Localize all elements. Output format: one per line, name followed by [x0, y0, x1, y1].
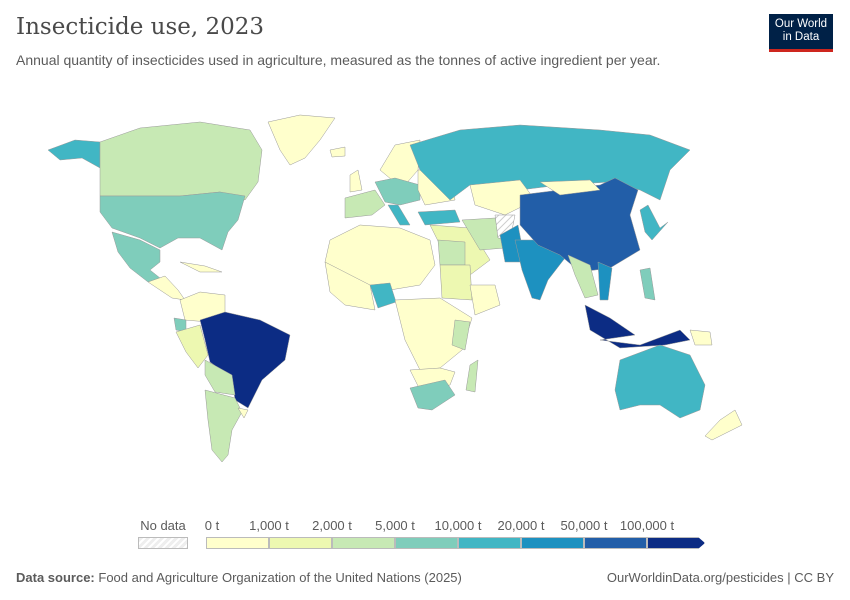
country-philippines[interactable]	[639, 267, 656, 301]
data-source-label: Data source:	[16, 570, 95, 585]
country-vietnam[interactable]	[597, 261, 613, 301]
country-central-america[interactable]	[147, 275, 186, 301]
country-central-africa[interactable]	[394, 297, 473, 371]
legend-bin[interactable]	[584, 537, 647, 549]
country-peru[interactable]	[175, 324, 209, 369]
country-alaska[interactable]	[47, 139, 101, 169]
country-italy[interactable]	[387, 204, 411, 226]
country-australia[interactable]	[614, 344, 706, 419]
chart-subtitle: Annual quantity of insecticides used in …	[16, 52, 661, 68]
legend-tick-label: 10,000 t	[434, 518, 482, 533]
country-madagascar[interactable]	[465, 359, 479, 393]
country-usa[interactable]	[99, 191, 246, 251]
country-indonesia[interactable]	[584, 304, 691, 349]
country-uk[interactable]	[349, 169, 363, 193]
legend-bin[interactable]	[647, 537, 705, 549]
country-sudan[interactable]	[439, 264, 473, 301]
country-france-spain[interactable]	[344, 189, 386, 219]
country-argentina-chile[interactable]	[204, 389, 243, 463]
legend-no-data-label: No data	[140, 518, 186, 533]
world-map[interactable]	[0, 105, 850, 475]
legend-bin[interactable]	[206, 537, 269, 549]
legend-bin[interactable]	[332, 537, 395, 549]
country-new-zealand[interactable]	[704, 409, 743, 441]
map-legend: No data 0 t 1,000 t 2,000 t 5,000 t 10,000 t…	[130, 516, 730, 556]
country-east-africa[interactable]	[451, 319, 471, 351]
country-south-africa[interactable]	[409, 379, 456, 411]
legend-tick-label: 0 t	[204, 518, 220, 533]
country-west-africa[interactable]	[324, 261, 376, 311]
legend-bin[interactable]	[395, 537, 458, 549]
country-greenland[interactable]	[267, 114, 336, 166]
country-se-asia[interactable]	[567, 254, 599, 299]
country-brazil[interactable]	[199, 311, 291, 409]
legend-tick-label: 20,000 t	[497, 518, 545, 533]
country-bolivia-paraguay[interactable]	[204, 359, 236, 396]
legend-tick-label: 50,000 t	[560, 518, 608, 533]
country-png[interactable]	[689, 329, 713, 346]
legend-bin[interactable]	[269, 537, 332, 549]
legend-bin[interactable]	[521, 537, 584, 549]
country-caribbean[interactable]	[179, 261, 223, 273]
data-source-text: Food and Agriculture Organization of the…	[98, 570, 462, 585]
legend-bin[interactable]	[458, 537, 521, 549]
country-egypt[interactable]	[437, 239, 466, 266]
country-ethiopia[interactable]	[469, 284, 501, 316]
country-turkey[interactable]	[417, 209, 461, 226]
country-canada[interactable]	[99, 121, 263, 201]
country-iceland[interactable]	[329, 146, 346, 158]
country-mongolia[interactable]	[539, 179, 601, 196]
country-china[interactable]	[519, 177, 641, 273]
legend-tick-label: 100,000 t	[619, 518, 675, 533]
legend-tick-label: 1,000 t	[249, 518, 289, 533]
legend-no-data-swatch	[138, 537, 188, 549]
legend-tick-label: 5,000 t	[375, 518, 415, 533]
country-central-europe[interactable]	[374, 177, 421, 206]
legend-tick-label: 2,000 t	[312, 518, 352, 533]
owid-logo[interactable]: Our World in Data	[769, 14, 833, 52]
country-korea-japan[interactable]	[639, 204, 669, 241]
country-mexico[interactable]	[111, 231, 161, 283]
source-link[interactable]: OurWorldinData.org/pesticides | CC BY	[606, 570, 834, 585]
data-source: Data source: Food and Agriculture Organi…	[16, 570, 462, 585]
chart-title: Insecticide use, 2023	[16, 14, 265, 40]
country-uruguay[interactable]	[237, 407, 249, 419]
